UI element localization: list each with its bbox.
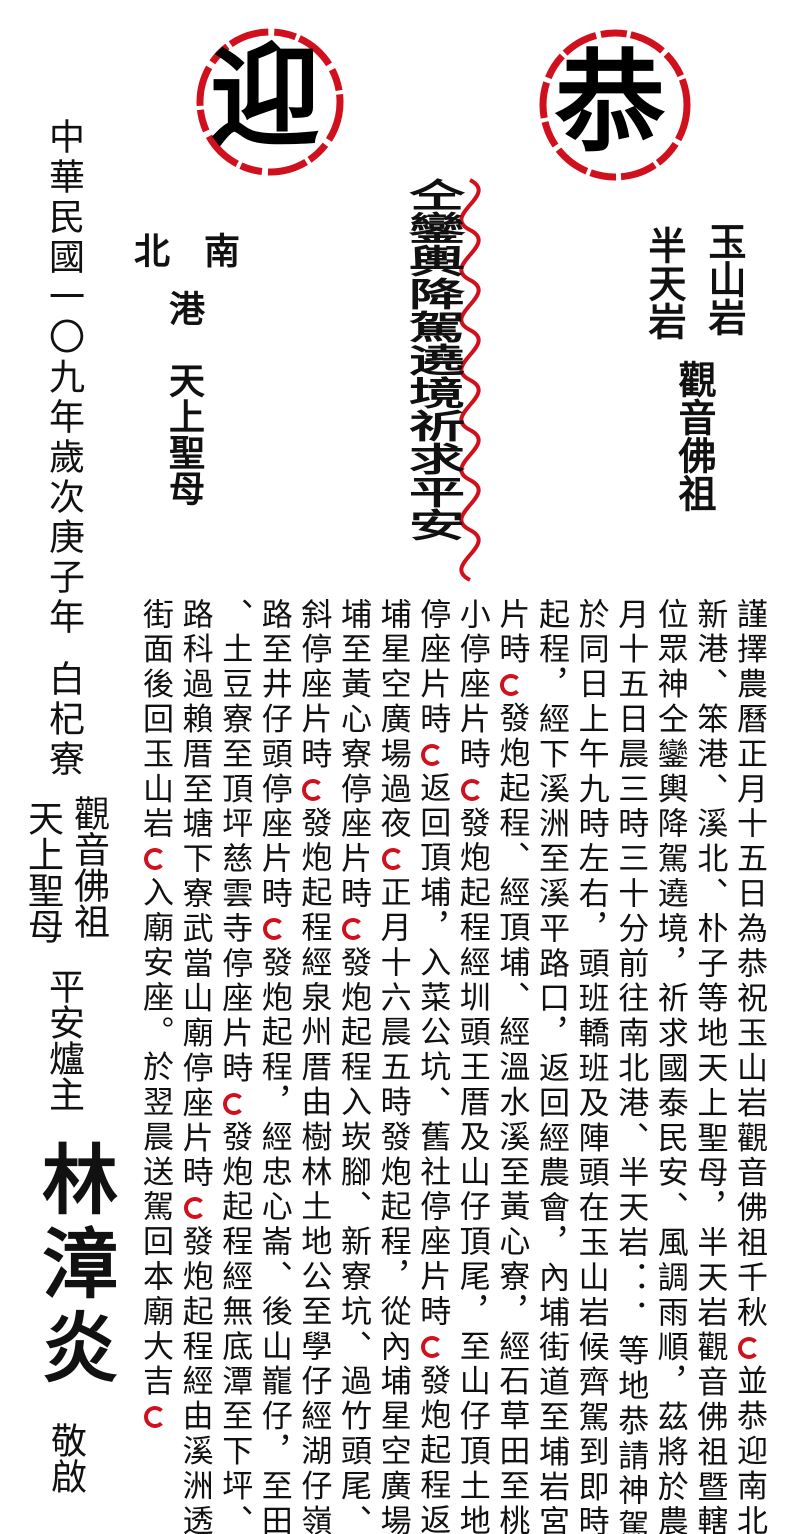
text-column: 停座片時返回頂埔，入菜公坑、舊社停座片時發炮起程返回內	[414, 598, 451, 1534]
text-segment: 發炮起程經圳頭王厝及山仔頂尾，至山仔頂土地公廟	[453, 806, 490, 1534]
closing: 敬啟	[45, 1422, 86, 1494]
chain	[459, 178, 481, 582]
swirl-icon	[223, 1092, 246, 1115]
swirl-icon	[144, 848, 166, 871]
text-segment: 埔至黃心寮停座片時	[335, 598, 371, 913]
text-segment: 返回頂埔，入菜公坑、舊社停座片時	[414, 771, 451, 1331]
text-segment: 於同日上午九時左右，頭班轎班及陣頭在玉山岩候齊駕到即時發炮	[572, 598, 609, 1534]
text-segment: 埔星空廣場過夜	[374, 598, 411, 843]
date: 中華民國一〇九年歲次庚子年	[43, 118, 84, 638]
text-column: 起程，經下溪洲至溪平路口，返回經農會，內埔街道至埔岩宮停座	[533, 598, 569, 1534]
text-segment: 發炮起程經泉州厝由樹林土地公至學仔經湖仔嶺、橫	[295, 806, 332, 1534]
place: 北	[128, 232, 169, 268]
swirl-icon	[421, 743, 444, 766]
text-segment: 正月十六晨五時發炮起程，從內埔星空廣場經頂	[374, 876, 411, 1534]
text-segment: 月十五日晨三時三十分前往南北港、半天岩．．．等地恭請神駕，	[612, 598, 649, 1534]
text-segment: 發炮起程經由溪洲透內埔	[176, 1225, 213, 1534]
place: 港	[163, 290, 204, 326]
text-segment: 斜停座片時	[295, 598, 332, 773]
text-column: 路至井仔頭停座片時發炮起程，經忠心崙、後山巃仔，至田仔坑	[255, 598, 292, 1534]
text-column: 謹擇農曆正月十五日為恭祝玉山岩觀音佛祖千秋並恭迎南北港、	[731, 598, 767, 1534]
text-segment: 新港、笨港、溪北、朴子等地天上聖母，半天岩觀音佛祖暨轄內諸	[691, 598, 728, 1534]
deity-name: 天上聖母	[22, 800, 63, 944]
text-segment: 位眾神仝鑾輿降駕遶境，祈求國泰民安、風調雨順，茲將於農曆正	[651, 598, 688, 1534]
text-column: 斜停座片時發炮起程經泉州厝由樹林土地公至學仔經湖仔嶺、橫	[295, 598, 332, 1534]
swirl-icon	[144, 1405, 166, 1428]
text-segment: 發炮起程返回內	[414, 1364, 451, 1534]
deity-name: 觀音佛祖	[68, 795, 109, 939]
swirl-icon	[500, 673, 523, 696]
deity-name: 觀音佛祖	[672, 360, 716, 512]
text-segment: 發炮起程經無底潭至下坪、番仔	[216, 1120, 253, 1534]
swirl-icon	[381, 848, 404, 871]
text-column: 小停座片時發炮起程經圳頭王厝及山仔頂尾，至山仔頂土地公廟	[453, 598, 490, 1534]
text-segment: 謹擇農曆正月十五日為恭祝玉山岩觀音佛祖千秋	[731, 598, 767, 1331]
text-column: 埔星空廣場過夜正月十六晨五時發炮起程，從內埔星空廣場經頂	[374, 598, 411, 1534]
text-segment: 街面後回玉山岩	[137, 598, 173, 843]
text-column: 月十五日晨三時三十分前往南北港、半天岩．．．等地恭請神駕，	[612, 598, 649, 1534]
text-column: 片時發炮起程、經頂埔、經溫水溪至黃心寮，經石草田至桃源國	[493, 598, 530, 1534]
text-column: 埔至黃心寮停座片時發炮起程入崁腳、新寮坑、過竹頭尾、桃仔	[335, 598, 371, 1534]
swirl-icon	[262, 918, 285, 941]
text-segment: 路科過賴厝至塘下寮武當山廟停座片時	[176, 598, 213, 1192]
swirl-icon	[460, 778, 483, 801]
banner: 仝鑾輿降駕遶境祈求平安	[399, 178, 466, 541]
seal-right: 恭	[555, 38, 665, 167]
signer: 林漳炎	[29, 1140, 118, 1392]
swirl-icon	[302, 778, 325, 801]
text-segment: 並恭迎南北港、	[731, 1364, 767, 1534]
village: 白杞寮	[43, 660, 84, 780]
deity-name: 天上聖母	[163, 362, 204, 506]
text-segment: 小停座片時	[453, 598, 490, 773]
text-segment: 片時	[493, 598, 530, 668]
swirl-icon	[738, 1336, 760, 1359]
text-segment: 發炮起程，經忠心崙、後山巃仔，至田仔坑	[255, 946, 292, 1534]
text-segment: 發炮起程入崁腳、新寮坑、過竹頭尾、桃仔	[335, 946, 371, 1534]
text-segment: 發炮起程、經頂埔、經溫水溪至黃心寮，經石草田至桃源國	[493, 701, 530, 1534]
text-column: 於同日上午九時左右，頭班轎班及陣頭在玉山岩候齊駕到即時發炮	[572, 598, 609, 1534]
text-segment: 、土豆寮至頂坪慈雲寺停座片時	[216, 598, 253, 1087]
swirl-icon	[342, 918, 364, 941]
text-segment: 起程，經下溪洲至溪平路口，返回經農會，內埔街道至埔岩宮停座	[533, 598, 569, 1534]
text-segment: 入廟安座。於翌晨送駕回本廟大吉	[137, 876, 173, 1400]
text-column: 、土豆寮至頂坪慈雲寺停座片時發炮起程經無底潭至下坪、番仔	[216, 598, 253, 1534]
text-column: 位眾神仝鑾輿降駕遶境，祈求國泰民安、風調雨順，茲將於農曆正	[651, 598, 688, 1534]
swirl-icon	[421, 1336, 444, 1359]
seal-left: 迎	[210, 32, 320, 161]
text-column: 路科過賴厝至塘下寮武當山廟停座片時發炮起程經由溪洲透內埔	[176, 598, 213, 1534]
text-column: 街面後回玉山岩入廟安座。於翌晨送駕回本廟大吉	[137, 598, 173, 1434]
text-segment: 停座片時	[414, 598, 451, 738]
role: 平安爐主	[43, 968, 84, 1112]
text-segment: 路至井仔頭停座片時	[255, 598, 292, 913]
place: 南	[198, 232, 239, 268]
swirl-icon	[183, 1197, 206, 1220]
temple-name: 玉山岩	[702, 222, 746, 336]
temple-name: 半天岩	[642, 226, 686, 340]
text-column: 新港、笨港、溪北、朴子等地天上聖母，半天岩觀音佛祖暨轄內諸	[691, 598, 728, 1534]
